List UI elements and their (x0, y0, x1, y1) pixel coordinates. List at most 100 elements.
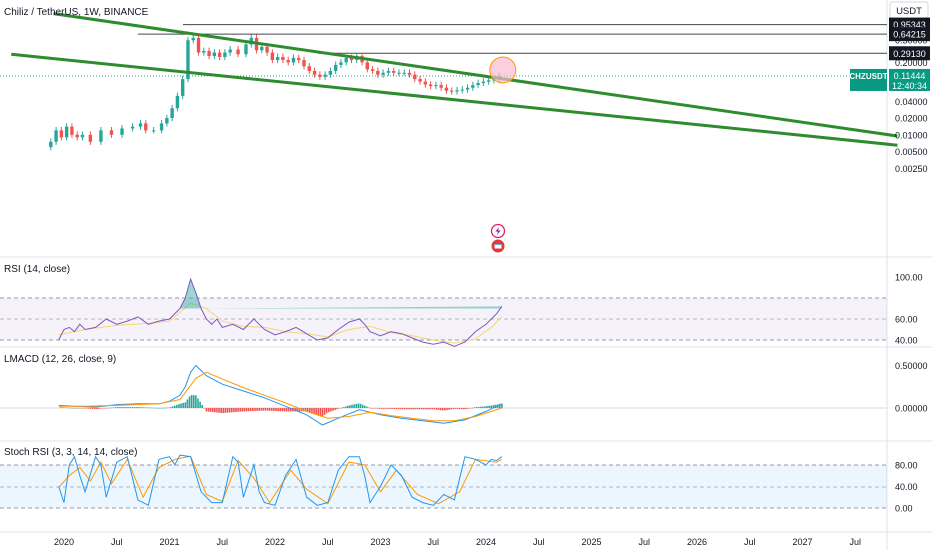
histogram-bar (87, 408, 90, 409)
candle-body (236, 49, 240, 55)
histogram-bar (112, 407, 115, 408)
candle-body (402, 72, 406, 74)
candle-body (471, 85, 475, 88)
upper-trendline[interactable] (53, 12, 898, 138)
histogram-bar (123, 407, 125, 408)
lightning-event-icon[interactable] (490, 223, 506, 239)
histogram-bar (171, 406, 174, 408)
stoch-band (0, 465, 887, 508)
histogram-bar (70, 407, 73, 409)
candle-body (460, 89, 464, 91)
histogram-bar (287, 408, 290, 412)
candle-body (109, 130, 114, 135)
candle-body (481, 81, 486, 84)
histogram-bar (182, 402, 185, 408)
candle-body (265, 46, 269, 53)
histogram-bar (281, 408, 284, 412)
candle-body (423, 81, 428, 85)
rsi-axis[interactable]: 100.00 60.00 40.00 (895, 273, 923, 346)
axis-tick-label: 80.00 (895, 460, 918, 470)
histogram-bar (279, 408, 282, 412)
histogram-bar (435, 408, 438, 410)
histogram-bar (233, 408, 235, 413)
breakout-highlight[interactable] (489, 56, 517, 84)
histogram-bar (285, 408, 288, 412)
histogram-bar (397, 408, 400, 410)
histogram-bar (454, 408, 457, 409)
flag-event-icon[interactable] (491, 239, 505, 253)
histogram-bar (104, 408, 106, 409)
candle-body (418, 79, 422, 82)
histogram-bar (254, 408, 256, 411)
histogram-bar (416, 408, 419, 410)
axis-tick-label: 0.50000 (895, 361, 928, 371)
histogram-bar (117, 407, 119, 408)
histogram-bar (144, 407, 147, 408)
histogram-bar (317, 408, 320, 416)
candle-body (130, 126, 135, 129)
histogram-bar (414, 408, 417, 410)
histogram-bar (169, 407, 172, 408)
histogram-bar (165, 407, 168, 409)
histogram-bar (220, 408, 222, 413)
histogram-bar (262, 408, 265, 411)
histogram-bar (243, 408, 246, 412)
candle-body (191, 37, 195, 41)
candle-body (465, 87, 470, 90)
histogram-bar (332, 408, 334, 411)
histogram-bar (355, 403, 358, 408)
axis-tick-label: 0.00 (895, 504, 913, 514)
histogram-bar (197, 398, 199, 408)
lmacd-histogram (60, 395, 503, 417)
histogram-bar (463, 408, 465, 410)
histogram-bar (448, 408, 450, 410)
lower-trendline[interactable] (11, 52, 898, 147)
histogram-bar (68, 407, 71, 409)
axis-tick-label: 0.04000 (895, 97, 928, 107)
histogram-bar (408, 408, 410, 410)
histogram-bar (83, 408, 85, 409)
candle-body (286, 60, 290, 63)
time-tick-label: 2022 (265, 537, 285, 547)
histogram-bar (363, 405, 366, 408)
histogram-bar (102, 408, 104, 409)
histogram-bar (226, 408, 229, 413)
histogram-bar (321, 408, 324, 417)
histogram-bar (412, 408, 415, 410)
stoch-k-line (58, 454, 503, 507)
level-label: 0.29130 (893, 49, 926, 59)
histogram-bar (389, 408, 391, 409)
candlestick-series[interactable] (49, 34, 501, 151)
histogram-bar (277, 408, 279, 412)
histogram-bar (486, 406, 488, 408)
histogram-bar (484, 406, 486, 408)
level-label-bg (889, 27, 930, 42)
histogram-bar (205, 408, 208, 412)
candle-body (275, 56, 280, 61)
time-tick-label: Jul (216, 537, 228, 547)
histogram-bar (349, 405, 351, 408)
histogram-bar (328, 408, 330, 413)
histogram-bar (452, 408, 455, 410)
candle-body (159, 123, 164, 131)
candle-body (175, 95, 180, 109)
candle-body (120, 128, 124, 135)
histogram-bar (167, 407, 170, 409)
histogram-bar (93, 408, 96, 410)
histogram-bar (163, 407, 166, 409)
candle-body (339, 62, 343, 65)
histogram-bar (89, 408, 92, 409)
histogram-bar (456, 408, 459, 409)
histogram-bar (346, 405, 349, 408)
time-tick-label: Jul (427, 537, 439, 547)
stoch-axis[interactable]: 80.00 40.00 0.00 (895, 460, 918, 513)
histogram-bar (230, 408, 233, 413)
candle-body (49, 141, 53, 148)
histogram-bar (309, 408, 311, 413)
lmacd-axis[interactable]: 0.50000 0.00000 (895, 361, 928, 414)
histogram-bar (427, 408, 429, 410)
histogram-bar (203, 408, 206, 409)
time-axis[interactable]: 2020 Jul 2021 Jul 2022 Jul 2023 Jul 2024 Jul 2025 J… (54, 537, 861, 547)
histogram-bar (91, 408, 94, 409)
